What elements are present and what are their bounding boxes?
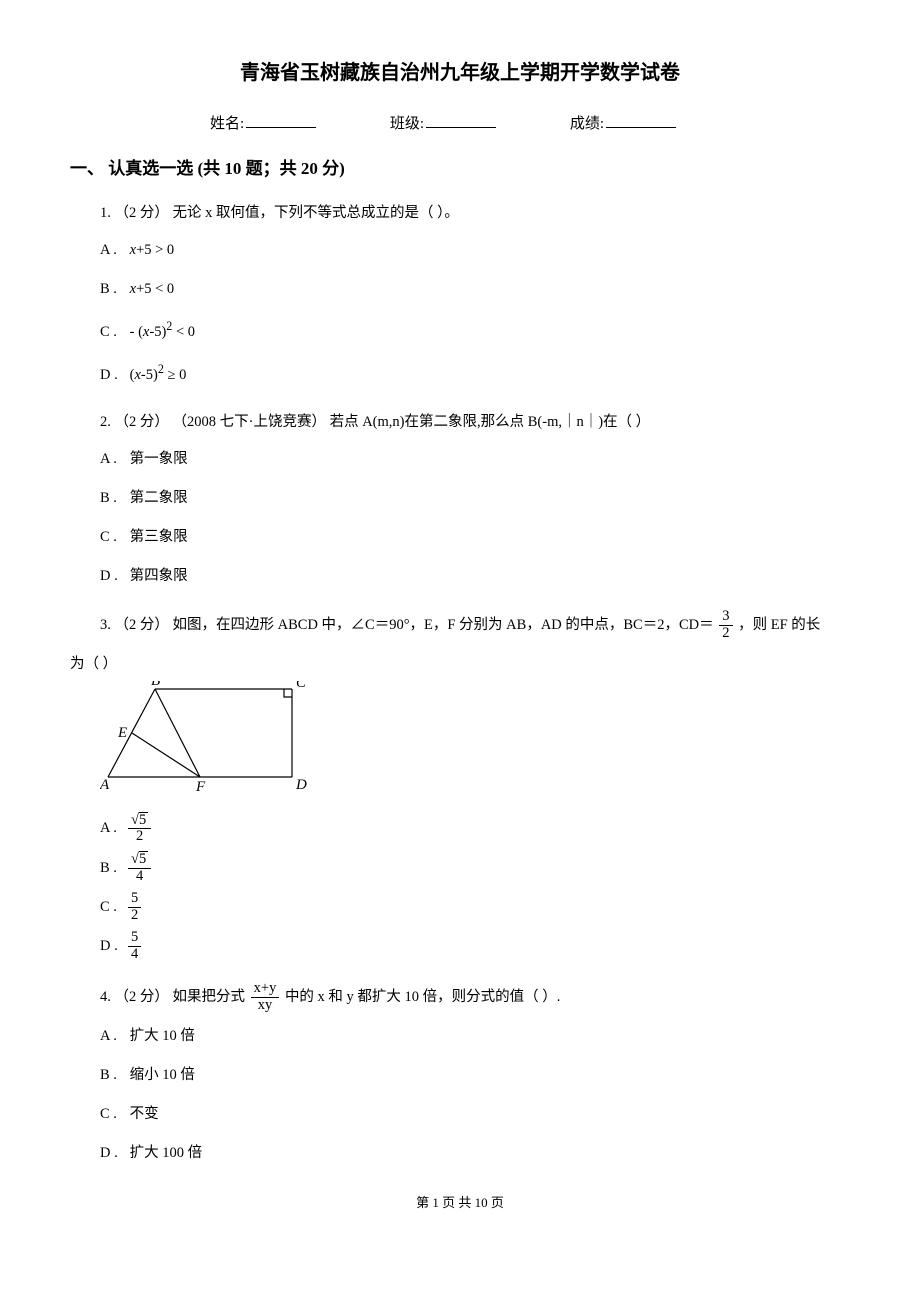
score-blank [606,127,676,128]
q4-frac: x+y xy [251,981,280,1014]
class-label: 班级: [390,116,424,132]
svg-text:E: E [117,725,127,741]
q1-option-a: A . x+5 > 0 [100,236,850,265]
name-label: 姓名: [210,116,244,132]
q3-optC-frac: 5 2 [128,891,141,924]
q4-optA-label: A . [100,1022,126,1051]
svg-text:B: B [151,681,160,689]
q4-stem: 4. （2 分） 如果把分式 x+y xy 中的 x 和 y 都扩大 10 倍，… [100,981,850,1014]
page-title: 青海省玉树藏族自治州九年级上学期开学数学试卷 [70,58,850,88]
q4-optB-label: B . [100,1061,126,1090]
q3-optA-frac: 5 2 [128,812,151,846]
q2-optB-label: B . [100,484,126,513]
q3-optC-label: C . [100,893,126,922]
q1-option-d: D . (x-5)2 ≥ 0 [100,357,850,390]
q3-optB-frac: 5 4 [128,851,151,885]
q2-option-a: A . 第一象限 [100,445,850,474]
q4-optC-label: C . [100,1100,126,1129]
q2-optC-text: 第三象限 [130,529,188,545]
q3-optC-den: 2 [128,908,141,924]
q3-diagram: A B C D E F [100,681,850,802]
q3-optD-num: 5 [128,930,141,947]
q4-stem-part1: 4. （2 分） 如果把分式 [100,989,249,1005]
svg-text:F: F [195,779,206,791]
score-field-group: 成绩: [570,113,676,136]
q1-option-c: C . - (x-5)2 < 0 [100,314,850,347]
question-2: 2. （2 分） （2008 七下·上饶竞赛） 若点 A(m,n)在第二象限,那… [70,408,850,591]
question-3-body: A B C D E F A . 5 2 B . 5 4 C . 5 2 D . 5 4 [70,681,850,964]
q2-optA-label: A . [100,445,126,474]
section-1-heading: 一、 认真选一选 (共 10 题；共 20 分) [70,156,850,182]
q3-optA-den: 2 [128,829,151,845]
q3-optD-den: 4 [128,947,141,963]
q3-stem-frac: 3 2 [719,609,732,642]
question-3: 3. （2 分） 如图，在四边形 ABCD 中，∠C＝90°，E，F 分别为 A… [70,609,850,642]
q3-optD-label: D . [100,932,126,961]
q4-optD-text: 扩大 100 倍 [130,1145,203,1161]
q3-optD-frac: 5 4 [128,930,141,963]
svg-text:C: C [296,681,307,691]
svg-text:D: D [295,777,307,791]
q1-optB-label: B . [100,275,126,304]
name-field-group: 姓名: [210,113,316,136]
question-4: 4. （2 分） 如果把分式 x+y xy 中的 x 和 y 都扩大 10 倍，… [70,981,850,1168]
q2-optD-text: 第四象限 [130,568,188,584]
q3-optC-num: 5 [128,891,141,908]
q1-optA-label: A . [100,236,126,265]
q3-option-b: B . 5 4 [100,851,850,885]
q4-frac-den: xy [251,998,280,1014]
q3-option-d: D . 5 4 [100,930,850,963]
q1-optD-expr: (x-5)2 ≥ 0 [130,367,187,383]
q3-stem-line2: 为（ ） [70,650,850,679]
q1-stem: 1. （2 分） 无论 x 取何值，下列不等式总成立的是（ ）。 [100,199,850,228]
score-label: 成绩: [570,116,604,132]
q3-stem-part2: ，则 EF 的长 [738,616,820,632]
q3-option-a: A . 5 2 [100,812,850,846]
q2-optA-text: 第一象限 [130,451,188,467]
q4-option-b: B . 缩小 10 倍 [100,1061,850,1090]
q4-optB-text: 缩小 10 倍 [130,1067,195,1083]
q3-diagram-svg: A B C D E F [100,681,310,791]
q3-stem-frac-den: 2 [719,626,732,642]
q2-stem: 2. （2 分） （2008 七下·上饶竞赛） 若点 A(m,n)在第二象限,那… [100,408,850,437]
q4-option-a: A . 扩大 10 倍 [100,1022,850,1051]
q1-optC-label: C . [100,318,126,347]
q1-optB-expr: x+5 < 0 [130,281,175,297]
class-field-group: 班级: [390,113,496,136]
q1-optC-expr: - (x-5)2 < 0 [130,324,195,340]
q2-option-c: C . 第三象限 [100,523,850,552]
q1-option-b: B . x+5 < 0 [100,275,850,304]
q2-optC-label: C . [100,523,126,552]
q1-optD-label: D . [100,361,126,390]
q3-stem-frac-num: 3 [719,609,732,626]
q4-option-c: C . 不变 [100,1100,850,1129]
question-1: 1. （2 分） 无论 x 取何值，下列不等式总成立的是（ ）。 A . x+5… [70,199,850,390]
q4-optC-text: 不变 [130,1106,159,1122]
q3-optA-num: 5 [128,812,151,830]
q3-optB-label: B . [100,854,126,883]
q3-stem: 3. （2 分） 如图，在四边形 ABCD 中，∠C＝90°，E，F 分别为 A… [100,609,850,642]
q3-optB-den: 4 [128,869,151,885]
q4-stem-part2: 中的 x 和 y 都扩大 10 倍，则分式的值（ ）. [285,989,561,1005]
q4-optA-text: 扩大 10 倍 [130,1028,195,1044]
q4-option-d: D . 扩大 100 倍 [100,1139,850,1168]
page-footer: 第 1 页 共 10 页 [70,1193,850,1213]
header-fields: 姓名: 班级: 成绩: [70,113,850,136]
q3-stem-part1: 3. （2 分） 如图，在四边形 ABCD 中，∠C＝90°，E，F 分别为 A… [100,616,714,632]
q4-frac-num: x+y [251,981,280,998]
q2-optD-label: D . [100,562,126,591]
q2-option-b: B . 第二象限 [100,484,850,513]
q3-option-c: C . 5 2 [100,891,850,924]
q3-optA-label: A . [100,814,126,843]
q1-optA-expr: x+5 > 0 [130,242,175,258]
name-blank [246,127,316,128]
q4-optD-label: D . [100,1139,126,1168]
class-blank [426,127,496,128]
q2-option-d: D . 第四象限 [100,562,850,591]
svg-text:A: A [100,777,110,791]
q3-optB-num: 5 [128,851,151,869]
q2-optB-text: 第二象限 [130,490,188,506]
